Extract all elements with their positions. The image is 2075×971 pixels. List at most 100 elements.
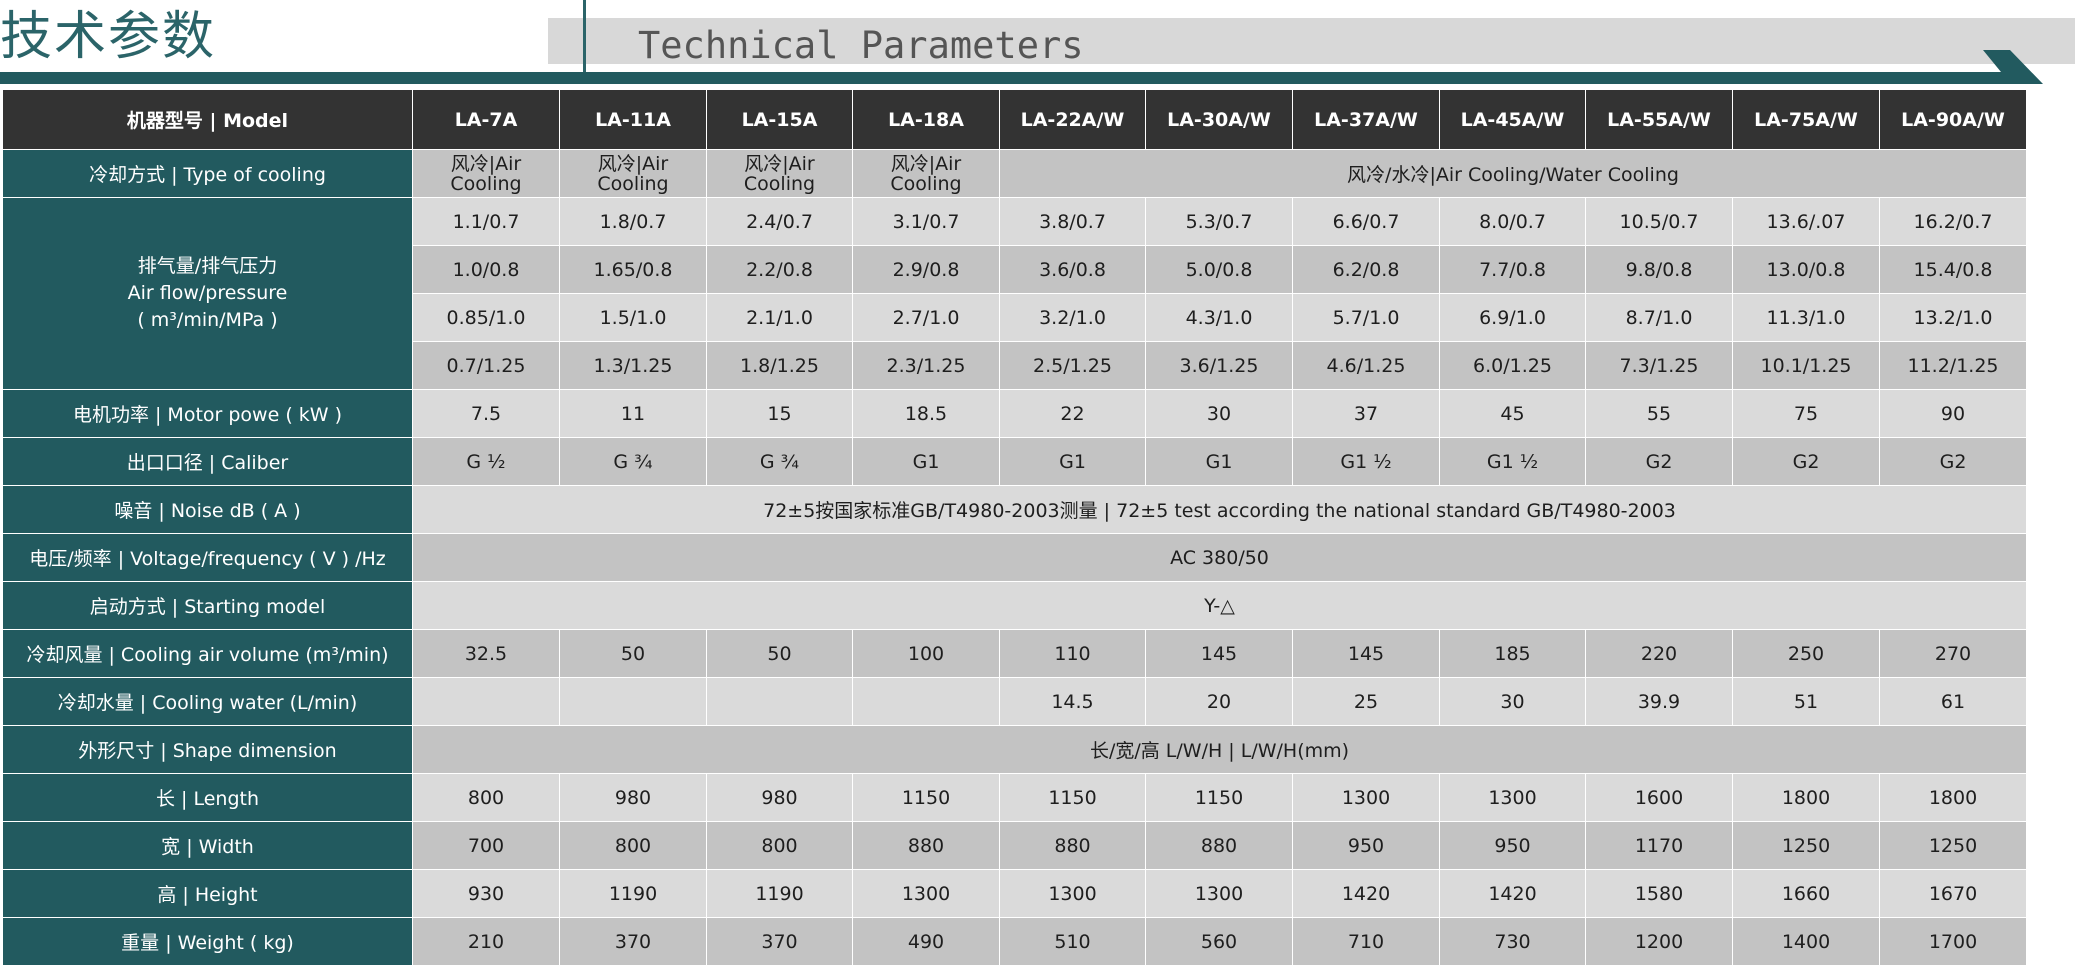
table-cell: G1 xyxy=(999,437,1146,486)
row-label: 高 | Height xyxy=(2,869,413,918)
table-cell: 100 xyxy=(852,629,1000,678)
table-cell: 710 xyxy=(1292,917,1440,966)
table-cell: 1580 xyxy=(1585,869,1733,918)
table-cell: 11.3/1.0 xyxy=(1732,293,1880,342)
table-cell: 1250 xyxy=(1732,821,1880,870)
table-cell: 11 xyxy=(559,389,707,438)
table-cell: 510 xyxy=(999,917,1146,966)
model-header: LA-75A/W xyxy=(1732,89,1880,150)
cooling-air-cn: 风冷|Air xyxy=(744,152,815,175)
model-header: LA-55A/W xyxy=(1585,89,1733,150)
table-cell: 13.2/1.0 xyxy=(1879,293,2027,342)
row-label: 外形尺寸 | Shape dimension xyxy=(2,725,413,774)
model-header: LA-18A xyxy=(852,89,1000,150)
airflow-label-unit: ( m³/min/MPa ) xyxy=(137,309,278,331)
row-label: 启动方式 | Starting model xyxy=(2,581,413,630)
table-cell: 2.3/1.25 xyxy=(852,341,1000,390)
table-cell: 50 xyxy=(706,629,853,678)
table-cell: 75 xyxy=(1732,389,1880,438)
table-cell: 16.2/0.7 xyxy=(1879,197,2027,246)
table-cell: 1670 xyxy=(1879,869,2027,918)
model-header-label: 机器型号 | Model xyxy=(2,89,413,150)
table-cell: 20 xyxy=(1145,677,1293,726)
title-divider xyxy=(583,0,586,72)
table-cell: 1250 xyxy=(1879,821,2027,870)
row-label: 重量 | Weight ( kg) xyxy=(2,917,413,966)
model-header: LA-45A/W xyxy=(1439,89,1586,150)
row-label: 冷却风量 | Cooling air volume (m³/min) xyxy=(2,629,413,678)
table-cell: 13.6/.07 xyxy=(1732,197,1880,246)
table-cell: 6.9/1.0 xyxy=(1439,293,1586,342)
table-cell: 90 xyxy=(1879,389,2027,438)
table-cell: 145 xyxy=(1292,629,1440,678)
row-label: 噪音 | Noise dB ( A ) xyxy=(2,485,413,534)
table-cell-empty xyxy=(852,677,1000,726)
model-header: LA-30A/W xyxy=(1145,89,1293,150)
table-cell: 3.1/0.7 xyxy=(852,197,1000,246)
table-row-airflow: 1.0/0.8 1.65/0.8 2.2/0.8 2.9/0.8 3.6/0.8… xyxy=(3,245,2027,294)
table-cell: 25 xyxy=(1292,677,1440,726)
table-cell: 1.1/0.7 xyxy=(412,197,560,246)
table-cell: G2 xyxy=(1879,437,2027,486)
table-row-cooling-type: 冷却方式 | Type of cooling 风冷|Air Cooling 风冷|… xyxy=(2,149,2027,198)
model-header: LA-11A xyxy=(559,89,707,150)
row-label: 电压/频率 | Voltage/frequency ( V ) /Hz xyxy=(2,533,413,582)
table-cell: 1.3/1.25 xyxy=(559,341,707,390)
table-cell: 800 xyxy=(412,773,560,822)
table-cell: G2 xyxy=(1732,437,1880,486)
table-cell: 3.6/0.8 xyxy=(999,245,1146,294)
table-cell: 32.5 xyxy=(412,629,560,678)
table-cell: 13.0/0.8 xyxy=(1732,245,1880,294)
table-cell: 45 xyxy=(1439,389,1586,438)
model-header: LA-22A/W xyxy=(999,89,1146,150)
table-cell: 2.7/1.0 xyxy=(852,293,1000,342)
table-cell: 1700 xyxy=(1879,917,2027,966)
table-cell: 15.4/0.8 xyxy=(1879,245,2027,294)
table-cell: 10.1/1.25 xyxy=(1732,341,1880,390)
table-cell: 61 xyxy=(1879,677,2027,726)
table-cell: 1800 xyxy=(1732,773,1880,822)
table-cell: 1600 xyxy=(1585,773,1733,822)
table-cell: 2.5/1.25 xyxy=(999,341,1146,390)
table-row-cooling-water: 冷却水量 | Cooling water (L/min) 14.5 20 25 … xyxy=(2,677,2027,726)
table-cell: 11.2/1.25 xyxy=(1879,341,2027,390)
table-cell: 3.8/0.7 xyxy=(999,197,1146,246)
table-cell: 800 xyxy=(706,821,853,870)
spec-table: 机器型号 | Model LA-7A LA-11A LA-15A LA-18A … xyxy=(2,89,2027,966)
table-cell: 50 xyxy=(559,629,707,678)
table-cell: 4.6/1.25 xyxy=(1292,341,1440,390)
table-row-shape: 外形尺寸 | Shape dimension 长/宽/高 L/W/H | L/W… xyxy=(2,725,2027,774)
table-cell: 370 xyxy=(559,917,707,966)
table-cell: 14.5 xyxy=(999,677,1146,726)
title-band xyxy=(548,18,2075,64)
table-cell: 1420 xyxy=(1439,869,1586,918)
table-cell: 370 xyxy=(706,917,853,966)
cooling-air-en: Cooling xyxy=(890,172,962,195)
airflow-label: 排气量/排气压力 Air flow/pressure ( m³/min/MPa … xyxy=(2,197,413,390)
noise-value: 72±5按国家标准GB/T4980-2003测量 | 72±5 test acc… xyxy=(412,485,2027,534)
table-row-voltage: 电压/频率 | Voltage/frequency ( V ) /Hz AC 3… xyxy=(2,533,2027,582)
table-cell: 950 xyxy=(1439,821,1586,870)
cooling-cell: 风冷|Air Cooling xyxy=(412,149,560,198)
header-rule xyxy=(0,72,1987,84)
page-title-en: Technical Parameters xyxy=(638,24,1084,67)
table-cell: 1190 xyxy=(706,869,853,918)
voltage-value: AC 380/50 xyxy=(412,533,2027,582)
table-cell: 1420 xyxy=(1292,869,1440,918)
table-cell: 2.4/0.7 xyxy=(706,197,853,246)
table-cell: 39.9 xyxy=(1585,677,1733,726)
table-row-airflow: 0.85/1.0 1.5/1.0 2.1/1.0 2.7/1.0 3.2/1.0… xyxy=(3,293,2027,342)
table-cell: 0.85/1.0 xyxy=(412,293,560,342)
table-cell: 880 xyxy=(999,821,1146,870)
shape-value: 长/宽/高 L/W/H | L/W/H(mm) xyxy=(412,725,2027,774)
table-cell: 51 xyxy=(1732,677,1880,726)
table-cell: 6.0/1.25 xyxy=(1439,341,1586,390)
table-cell: 490 xyxy=(852,917,1000,966)
table-row-height: 高 | Height 930 1190 1190 1300 1300 1300 … xyxy=(2,869,2027,918)
table-cell: 30 xyxy=(1439,677,1586,726)
table-cell: 1190 xyxy=(559,869,707,918)
table-cell: 7.3/1.25 xyxy=(1585,341,1733,390)
cooling-air-en: Cooling xyxy=(450,172,522,195)
cooling-air-en: Cooling xyxy=(597,172,669,195)
table-cell: 110 xyxy=(999,629,1146,678)
